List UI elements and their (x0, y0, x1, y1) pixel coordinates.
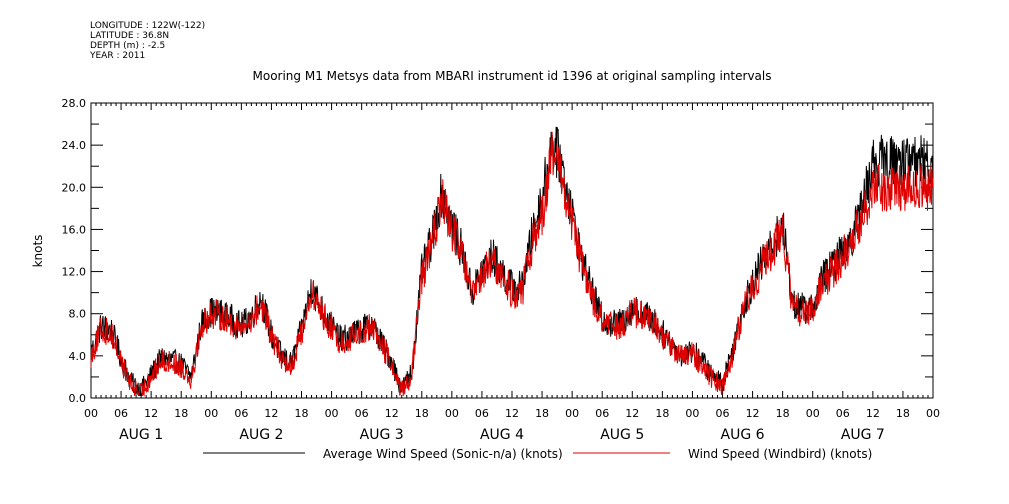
x-tick-label: 06 (475, 407, 489, 420)
x-tick-label: 06 (114, 407, 128, 420)
x-tick-label: 06 (355, 407, 369, 420)
x-tick-label: 06 (595, 407, 609, 420)
legend-label-windbird: Wind Speed (Windbird) (knots) (688, 447, 872, 461)
day-label: AUG 2 (239, 427, 283, 443)
x-tick-label: 06 (836, 407, 850, 420)
day-label: AUG 4 (480, 427, 524, 443)
metadata-block: LONGITUDE : 122W(-122) LATITUDE : 36.8N … (90, 21, 205, 61)
legend: Average Wind Speed (Sonic-n/a) (knots) Wi… (203, 447, 872, 461)
x-tick-label: 18 (174, 407, 188, 420)
x-tick-label: 12 (866, 407, 880, 420)
x-tick-label: 12 (264, 407, 278, 420)
year-label: YEAR : 2011 (90, 51, 146, 61)
chart-title: Mooring M1 Metsys data from MBARI instru… (253, 69, 772, 83)
x-tick-label: 00 (806, 407, 820, 420)
series-line-windbird (90, 131, 934, 397)
x-tick-label: 18 (295, 407, 309, 420)
x-tick-label: 12 (505, 407, 519, 420)
x-tick-label: 12 (144, 407, 158, 420)
x-tick-label: 18 (776, 407, 790, 420)
y-tick-label: 12.0 (62, 266, 87, 279)
y-tick-label: 0.0 (69, 392, 87, 405)
x-tick-label: 00 (445, 407, 459, 420)
day-label: AUG 5 (600, 427, 644, 443)
legend-label-avg: Average Wind Speed (Sonic-n/a) (knots) (323, 447, 563, 461)
y-tick-label: 16.0 (62, 223, 87, 236)
series-group (90, 126, 934, 397)
day-label: AUG 6 (721, 427, 765, 443)
x-tick-label: 18 (535, 407, 549, 420)
x-tick-label: 18 (655, 407, 669, 420)
depth-label: DEPTH (m) : -2.5 (90, 41, 166, 51)
x-tick-label: 00 (204, 407, 218, 420)
y-tick-label: 4.0 (69, 350, 87, 363)
y-tick-label: 28.0 (62, 97, 87, 110)
axes-group: 0.0 4.0 8.0 12.0 16.0 20.0 24.0 28.0 00 06 12 18 00 0… (62, 97, 941, 443)
x-tick-label: 18 (415, 407, 429, 420)
y-tick-label: 24.0 (62, 139, 87, 152)
x-tick-label: 00 (84, 407, 98, 420)
x-tick-label: 06 (234, 407, 248, 420)
y-tick-label: 8.0 (69, 308, 87, 321)
day-label: AUG 3 (360, 427, 404, 443)
y-tick-label: 20.0 (62, 181, 87, 194)
x-tick-label: 12 (385, 407, 399, 420)
day-label: AUG 1 (119, 427, 163, 443)
x-tick-label: 00 (325, 407, 339, 420)
latitude-label: LATITUDE : 36.8N (90, 31, 170, 41)
x-tick-label: 00 (685, 407, 699, 420)
x-tick-label: 00 (565, 407, 579, 420)
y-axis-label: knots (31, 235, 45, 268)
x-tick-label: 18 (896, 407, 910, 420)
x-tick-label: 12 (625, 407, 639, 420)
plot-frame (90, 102, 934, 399)
x-tick-label: 12 (746, 407, 760, 420)
longitude-label: LONGITUDE : 122W(-122) (90, 21, 206, 31)
x-tick-label: 06 (716, 407, 730, 420)
day-label: AUG 7 (841, 427, 885, 443)
x-tick-label: 00 (926, 407, 940, 420)
series-line-avg (90, 126, 934, 397)
